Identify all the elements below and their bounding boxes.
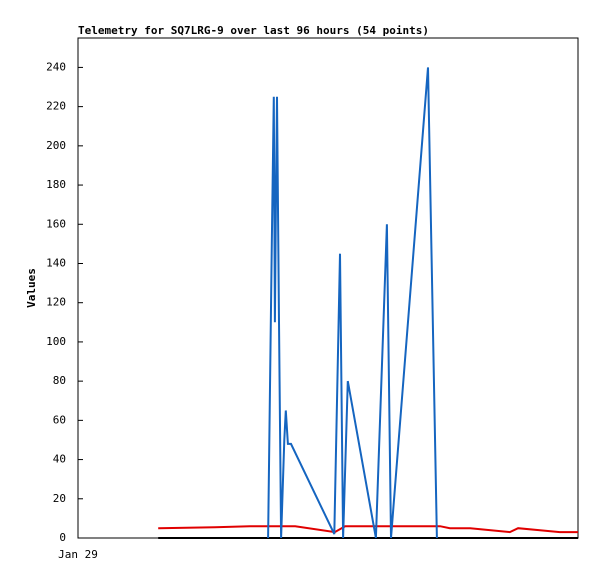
y-tick-label: 100 [46,335,66,348]
y-tick-label: 180 [46,178,66,191]
y-tick-label: 0 [59,531,66,544]
y-tick-label: 20 [53,492,66,505]
y-tick-label: 220 [46,100,66,113]
chart-title: Telemetry for SQ7LRG-9 over last 96 hour… [78,24,429,37]
y-tick-label: 80 [53,374,66,387]
y-tick-label: 240 [46,60,66,73]
y-axis-label: Values [25,268,38,308]
y-tick-label: 40 [53,453,66,466]
y-tick-label: 120 [46,296,66,309]
y-tick-label: 60 [53,413,66,426]
y-tick-label: 140 [46,256,66,269]
series-line [267,67,438,539]
x-tick-label: Jan 29 [58,548,98,561]
y-tick-label: 200 [46,139,66,152]
y-tick-label: 160 [46,217,66,230]
plot-frame [77,37,579,539]
series-line [158,525,578,534]
